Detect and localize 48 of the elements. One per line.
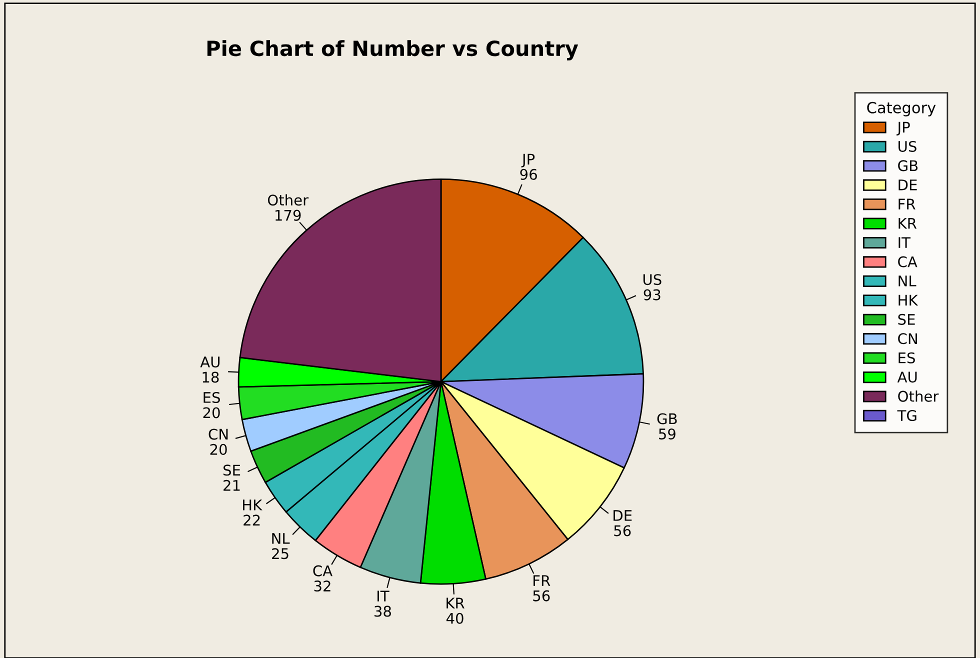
- data-label: 20: [203, 407, 220, 418]
- legend-label: Other: [898, 390, 939, 402]
- legend-label: CA: [898, 256, 918, 268]
- legend-label: TG: [897, 410, 916, 422]
- legend-label: KR: [898, 218, 917, 229]
- slice-label: Other: [268, 194, 309, 206]
- data-label: 56: [614, 525, 631, 536]
- legend-label: IT: [898, 237, 911, 248]
- slice-label: DE: [614, 510, 632, 521]
- legend-label: DE: [898, 180, 917, 190]
- slice-label: GB: [657, 413, 677, 424]
- slice-label: FR: [534, 575, 550, 586]
- slice-label: JP: [521, 154, 535, 168]
- slice-label: HK: [242, 500, 262, 510]
- chart-title: Pie Chart of Number vs Country: [207, 40, 578, 60]
- slice-label: SE: [223, 464, 240, 476]
- legend-label: GB: [898, 160, 918, 172]
- slice-label: CA: [313, 565, 332, 576]
- legend-label: FR: [898, 198, 916, 210]
- data-label: 21: [224, 480, 240, 491]
- slice-label: NL: [272, 533, 290, 544]
- data-label: 20: [210, 444, 227, 455]
- legend-label: AU: [897, 372, 917, 383]
- data-label: 56: [533, 590, 550, 602]
- slice-label: US: [643, 274, 662, 286]
- slice-label: IT: [378, 590, 390, 602]
- data-label: 93: [644, 289, 660, 300]
- slice-label: KR: [446, 598, 464, 608]
- legend-label: HK: [898, 294, 918, 306]
- data-label: 59: [659, 428, 676, 440]
- data-label: 38: [374, 606, 391, 617]
- data-label: 179: [276, 210, 301, 221]
- legend-title: Category: [867, 102, 936, 116]
- data-label: 96: [520, 168, 537, 180]
- legend-label: CN: [898, 333, 917, 344]
- legend-label: SE: [898, 314, 915, 325]
- data-label: 22: [244, 514, 260, 526]
- data-label: 40: [446, 612, 464, 624]
- slice-label: CN: [208, 428, 228, 440]
- data-label: 18: [202, 372, 219, 383]
- data-label: 25: [272, 548, 288, 560]
- data-label: 32: [314, 580, 330, 592]
- slice-label: ES: [204, 392, 220, 404]
- slice-label: AU: [200, 356, 220, 368]
- legend-label: JP: [896, 122, 910, 136]
- legend-label: NL: [898, 276, 916, 286]
- legend-label: US: [898, 140, 916, 152]
- legend-label: ES: [898, 352, 915, 364]
